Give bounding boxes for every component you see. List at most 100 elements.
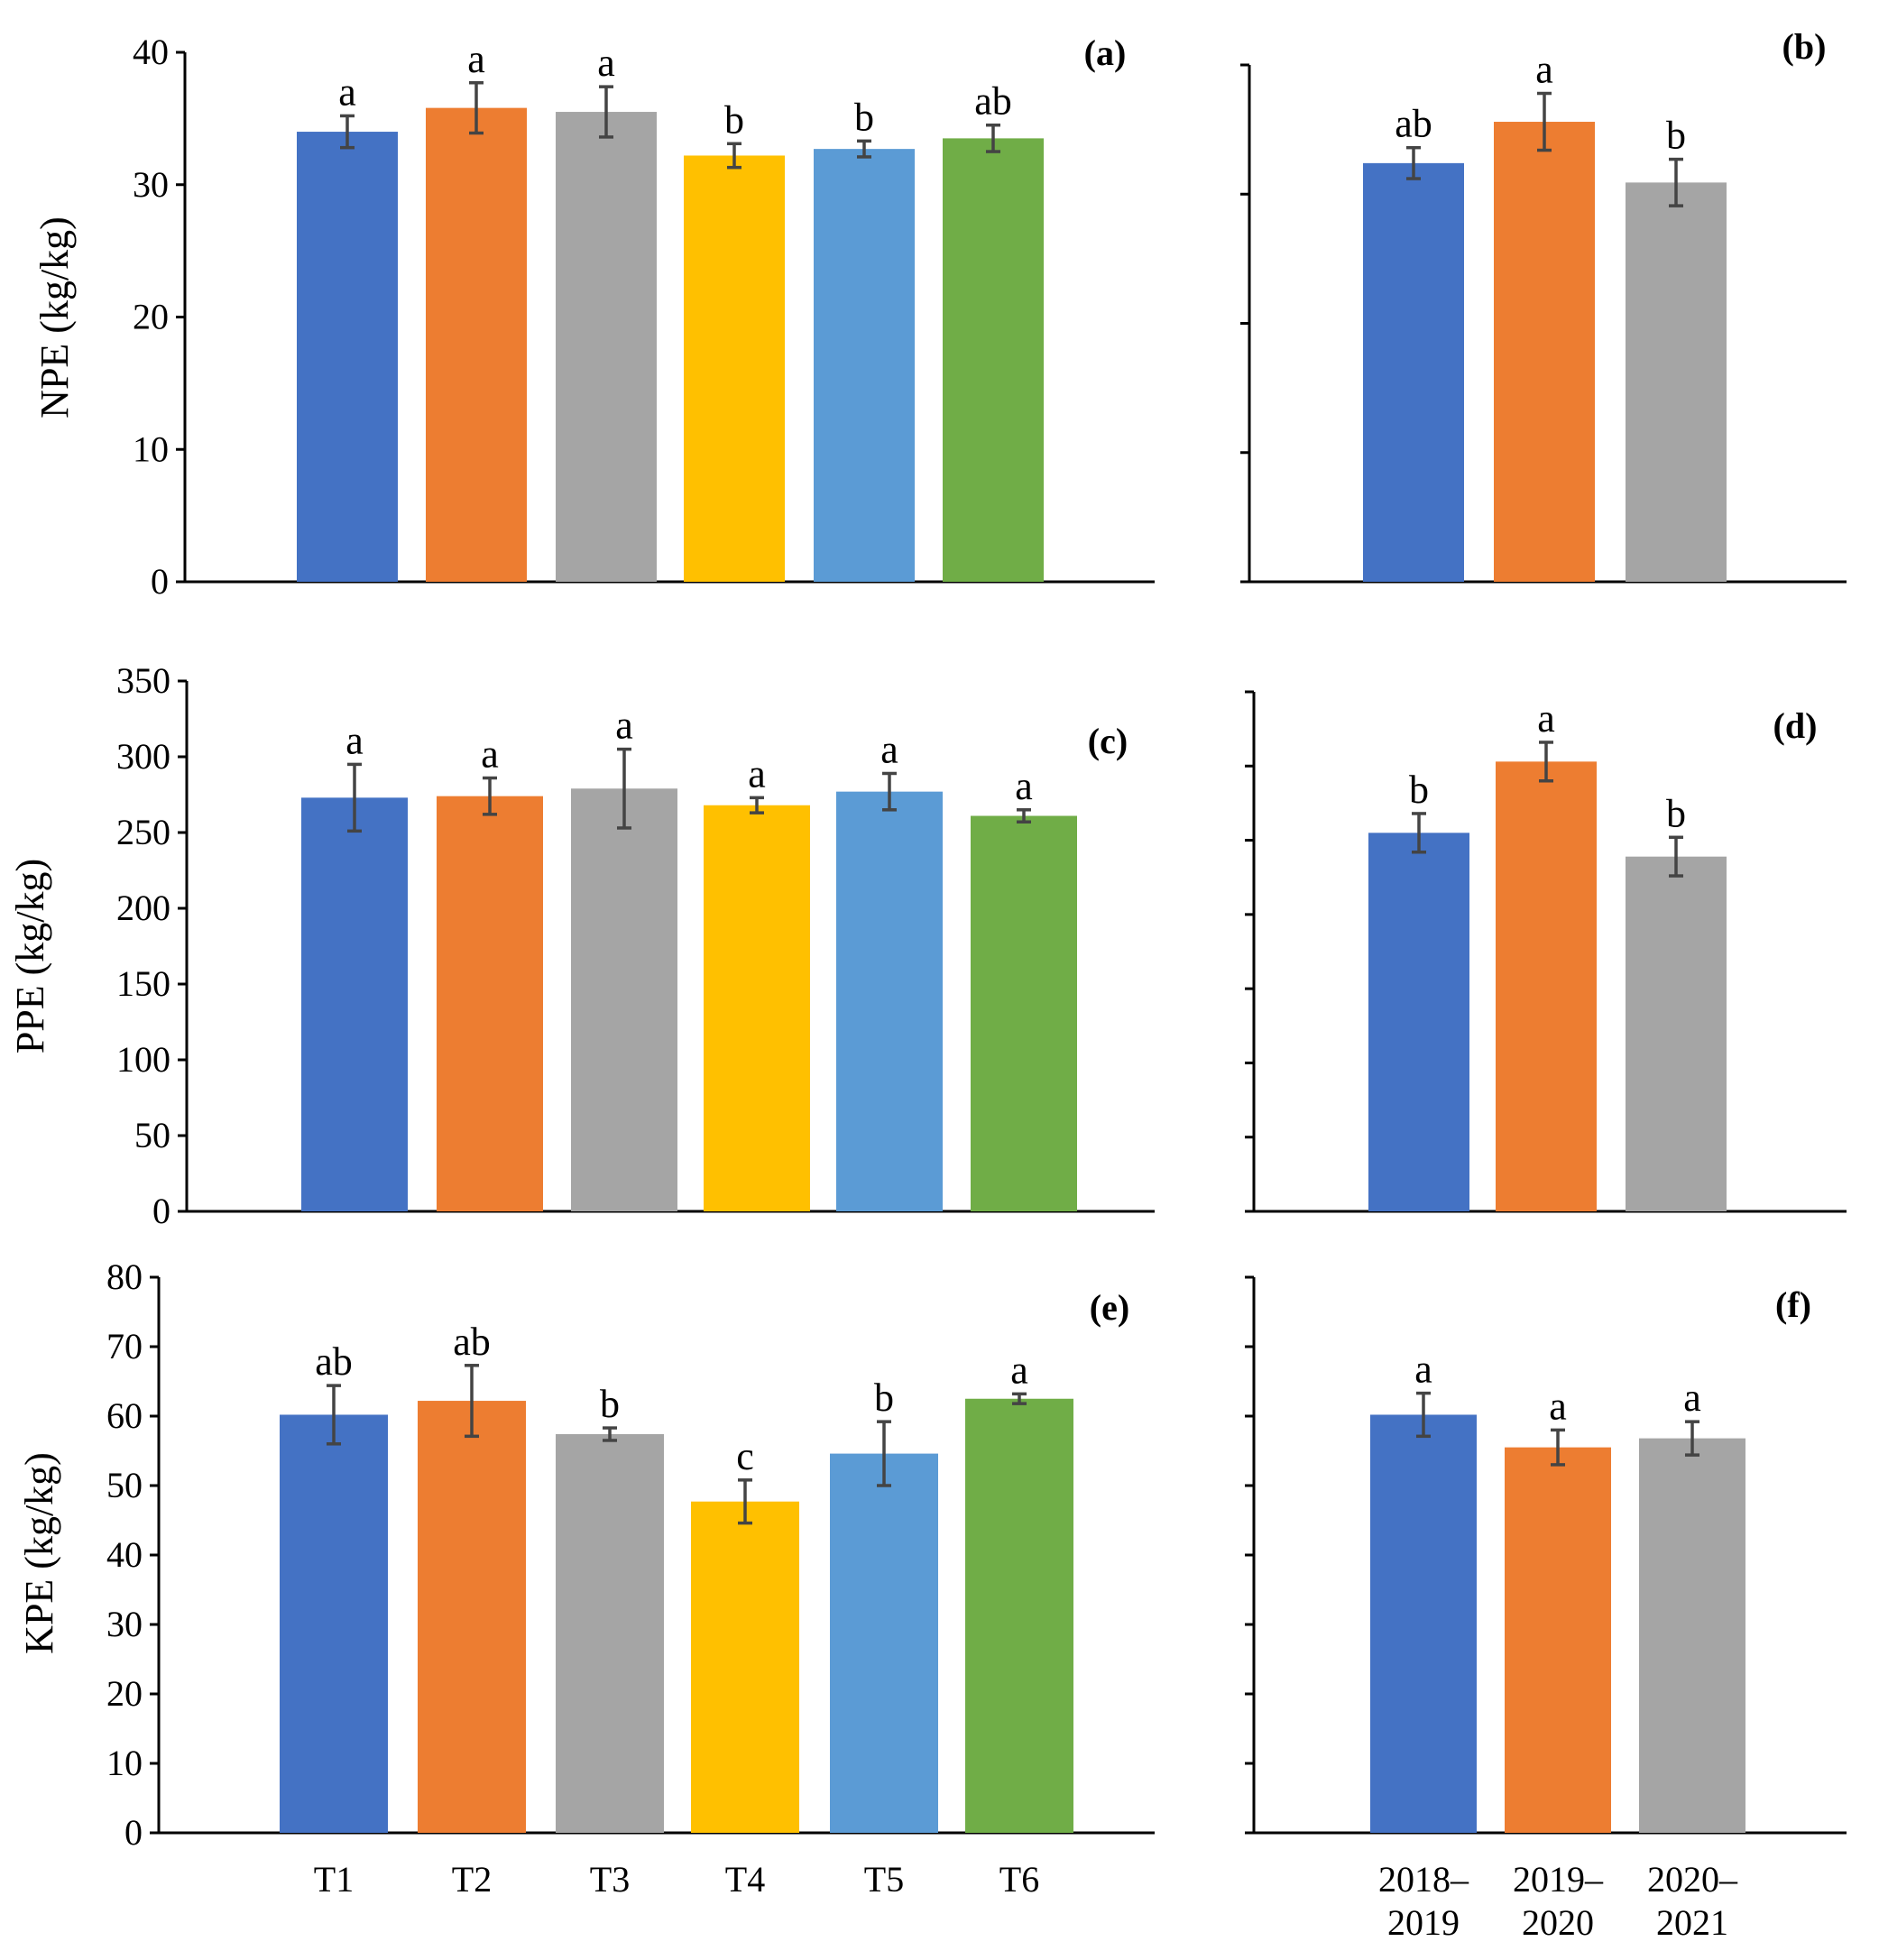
y-axis-title: PPE (kg/kg) [8,859,52,1054]
bar-T3 [571,788,677,1211]
bar-T6 [965,1398,1073,1833]
bar-T6 [943,138,1044,582]
significance-letter: b [1666,791,1686,835]
error-bar [1539,741,1553,783]
panel-label: (a) [1084,32,1127,73]
error-bar [1537,91,1552,152]
bar-2018–2019 [1368,833,1469,1211]
y-tick-label: 0 [151,561,169,602]
error-bar [1669,835,1683,878]
significance-letter: a [467,37,485,81]
error-bar [857,139,871,159]
bar-2020–2021 [1639,1438,1745,1833]
x-category-label: 2020– 2021 [1647,1859,1738,1943]
error-bar [1412,812,1426,854]
y-tick-label: 0 [124,1812,143,1853]
bar-T3 [556,112,657,583]
error-bar [617,747,631,830]
bar-T5 [814,149,915,582]
significance-letter: a [1010,1348,1028,1392]
bar-T2 [437,796,543,1211]
bar-T1 [301,797,408,1211]
error-bar [327,1384,341,1446]
y-tick-label: 60 [106,1395,143,1436]
panel-label: (f) [1775,1284,1811,1325]
bar-2020–2021 [1626,856,1727,1211]
significance-letter: b [600,1382,620,1426]
error-bar [750,796,764,814]
significance-letter: a [1414,1348,1432,1392]
significance-letter: ab [1395,102,1432,146]
y-tick-label: 250 [116,812,170,852]
error-bar [877,1420,891,1487]
error-bar [1012,1392,1027,1405]
panel-label: (b) [1782,26,1827,67]
bar-2018–2019 [1370,1414,1477,1833]
significance-letter: c [736,1434,754,1478]
bar-2018–2019 [1363,162,1464,582]
y-tick-label: 100 [116,1039,170,1080]
panel-c: 0 50 100 150 200 250 300 350 PPE (kg/kg) (c) a a a a a… [8,660,1155,1231]
y-tick-label: 50 [134,1115,170,1155]
x-category-label: T4 [725,1859,765,1900]
significance-letter: a [338,69,356,114]
x-category-label: T3 [590,1859,630,1900]
significance-letter: a [1683,1376,1701,1420]
error-bar [738,1478,752,1525]
y-axis-title: KPE (kg/kg) [17,1452,61,1654]
x-category-label: T5 [864,1859,904,1900]
significance-letter: a [345,718,364,762]
bar-T4 [684,155,785,582]
bar-T1 [297,132,398,583]
significance-letter: b [1666,114,1686,158]
error-bar [603,1426,617,1442]
error-bar [1416,1391,1431,1439]
significance-letter: a [1535,48,1553,92]
significance-letter: a [748,751,766,796]
bar-T2 [426,107,527,582]
error-bar [1017,808,1031,824]
y-tick-label: 30 [106,1604,143,1644]
bar-T5 [830,1453,938,1833]
panel-f: (f) a 2018– 2019 a 2019– 2020 a 2020– 2021 [1245,1275,1847,1943]
y-tick-label: 40 [106,1534,143,1575]
bar-2019–2020 [1505,1447,1611,1833]
bar-2019–2020 [1496,761,1597,1211]
error-bar [1406,145,1421,180]
significance-letter: a [1537,696,1555,741]
significance-letter: b [874,1376,894,1420]
y-tick-label: 0 [152,1191,170,1231]
error-bar [882,771,897,812]
significance-letter: ab [315,1339,353,1384]
error-bar [340,114,355,150]
y-tick-label: 80 [106,1256,143,1297]
y-tick-label: 30 [133,164,169,205]
bar-T6 [971,815,1077,1211]
significance-letter: ab [453,1320,491,1364]
panel-label: (c) [1088,721,1128,761]
bar-T5 [836,791,943,1211]
y-tick-label: 200 [116,888,170,928]
significance-letter: b [1409,768,1429,812]
bar-2019–2020 [1494,122,1595,582]
y-tick-label: 150 [116,963,170,1004]
error-bar [465,1364,479,1439]
error-bar [347,762,362,833]
y-tick-label: 10 [133,428,169,469]
y-tick-label: 20 [133,297,169,337]
significance-letter: b [854,95,874,139]
bar-T4 [704,805,810,1211]
y-tick-label: 50 [106,1465,143,1505]
error-bar [986,123,1000,153]
y-axis-title: NPE (kg/kg) [32,216,77,419]
bar-T4 [691,1501,799,1833]
significance-letter: a [880,727,898,771]
y-tick-label: 300 [116,736,170,777]
y-tick-label: 20 [106,1673,143,1714]
error-bar [1551,1428,1565,1467]
bar-T3 [556,1434,664,1833]
